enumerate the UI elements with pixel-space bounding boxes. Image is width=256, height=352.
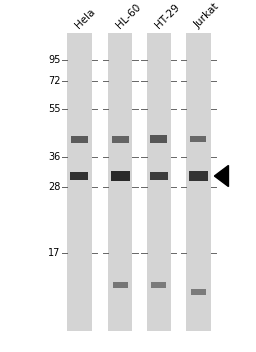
- Bar: [191, 289, 206, 295]
- Text: 17: 17: [48, 249, 61, 258]
- Text: HT-29: HT-29: [153, 2, 181, 30]
- Bar: [151, 282, 166, 288]
- Text: 95: 95: [48, 55, 61, 65]
- Text: Jurkat: Jurkat: [193, 1, 221, 30]
- Bar: [112, 136, 129, 143]
- Text: HL-60: HL-60: [114, 1, 143, 30]
- Bar: [113, 282, 128, 288]
- Bar: [190, 136, 206, 142]
- Bar: [111, 171, 130, 181]
- Bar: [189, 171, 208, 181]
- Polygon shape: [215, 165, 229, 187]
- Text: 72: 72: [48, 76, 61, 86]
- Text: 55: 55: [48, 104, 61, 114]
- Bar: [146, 33, 171, 331]
- Bar: [108, 33, 133, 331]
- Text: 36: 36: [49, 152, 61, 162]
- Text: 28: 28: [48, 182, 61, 191]
- Text: Hela: Hela: [73, 6, 97, 30]
- Bar: [67, 33, 92, 331]
- Bar: [150, 172, 168, 180]
- Bar: [71, 136, 88, 143]
- Bar: [70, 171, 88, 180]
- Bar: [150, 135, 167, 143]
- Bar: [186, 33, 210, 331]
